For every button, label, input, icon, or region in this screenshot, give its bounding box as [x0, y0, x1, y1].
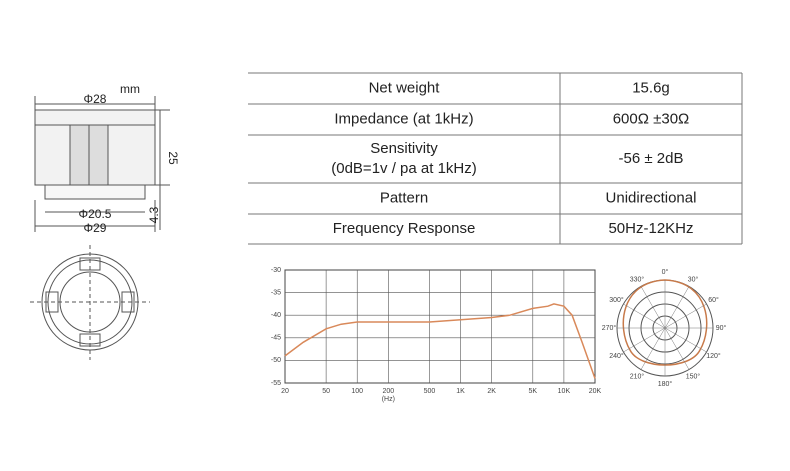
y-tick-label: -55 — [271, 380, 281, 387]
y-tick-label: -35 — [271, 289, 281, 296]
row-label: Net weight — [369, 79, 441, 96]
dimension: 25 — [166, 151, 180, 165]
angle-label: 300° — [609, 296, 624, 304]
angle-label: 240° — [609, 352, 624, 360]
spoke — [664, 327, 707, 353]
x-tick-label: 2K — [487, 388, 496, 395]
row-label: (0dB=1v / pa at 1kHz) — [331, 160, 477, 177]
row-label: Frequency Response — [333, 220, 476, 237]
angle-label: 0° — [662, 268, 669, 276]
angle-label: 120° — [706, 352, 721, 360]
x-tick-label: 10K — [558, 388, 571, 395]
side-view — [34, 96, 170, 232]
dimension: Φ29 — [84, 221, 107, 235]
spoke — [640, 286, 666, 329]
spoke — [664, 303, 707, 329]
x-axis-label: (Hz) — [382, 396, 395, 403]
x-tick-label: 100 — [351, 388, 363, 395]
row-value: 50Hz-12KHz — [608, 220, 693, 237]
response-curve — [284, 303, 596, 379]
unit: mm — [120, 82, 140, 96]
angle-label: 270° — [602, 324, 617, 332]
spoke — [664, 286, 690, 329]
row-value: -56 ± 2dB — [619, 150, 684, 167]
angle-label: 30° — [688, 275, 699, 283]
x-tick-label: 50 — [322, 388, 330, 395]
row-value: 600Ω ±30Ω — [613, 110, 690, 127]
x-tick-label: 1K — [456, 388, 465, 395]
x-tick-label: 200 — [382, 388, 394, 395]
row-value: 15.6g — [632, 79, 670, 96]
y-tick-label: -45 — [271, 335, 281, 342]
angle-label: 330° — [630, 275, 645, 283]
spoke — [664, 327, 690, 370]
spoke — [623, 327, 666, 353]
dimension: Φ20.5 — [79, 207, 112, 221]
x-tick-label: 20 — [281, 388, 289, 395]
dimension: 4.3 — [147, 206, 161, 223]
spec-table: Net weight 15.6g Impedance (at 1kHz) 600Ω ±… — [248, 72, 743, 245]
row-value: Unidirectional — [606, 189, 697, 206]
spoke — [640, 327, 666, 370]
dimension: Φ28 — [84, 92, 107, 106]
row-label: Sensitivity — [370, 140, 438, 157]
x-tick-label: 20K — [589, 388, 602, 395]
angle-label: 150° — [686, 372, 701, 380]
row-label: Pattern — [380, 189, 428, 206]
polar-pattern: 0° 30° 60° 90° 120° 150° 180° 210° 240° 270° 300° 3… — [602, 268, 727, 388]
row-label: Impedance (at 1kHz) — [334, 110, 473, 127]
angle-label: 180° — [658, 380, 673, 388]
x-tick-label: 500 — [424, 388, 436, 395]
y-tick-label: -50 — [271, 357, 281, 364]
y-tick-label: -30 — [271, 267, 281, 274]
x-tick-label: 5K — [529, 388, 538, 395]
angle-label: 60° — [708, 296, 719, 304]
y-tick-label: -40 — [271, 312, 281, 319]
angle-label: 90° — [716, 324, 727, 332]
angle-label: 210° — [630, 372, 645, 380]
top-view — [30, 245, 150, 360]
spoke — [623, 303, 666, 329]
